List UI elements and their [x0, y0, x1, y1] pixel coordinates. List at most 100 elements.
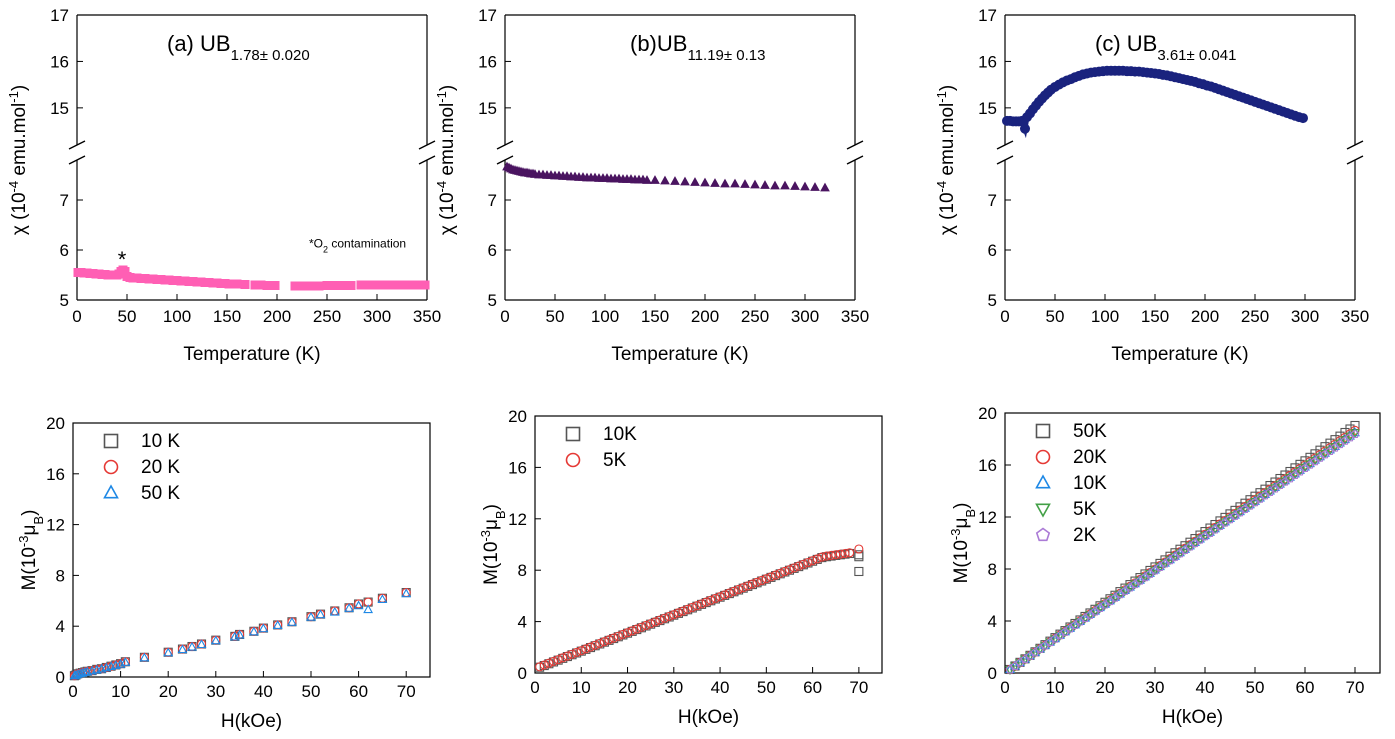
x-tick-label: 150	[213, 307, 241, 326]
data-point	[1045, 638, 1055, 648]
data-point	[1055, 631, 1065, 641]
x-axis-label: Temperature (K)	[183, 344, 320, 365]
y-axis-label-part: M(10	[951, 540, 972, 583]
y-axis-label-part: M(10	[19, 547, 40, 590]
data-point	[775, 568, 785, 578]
panel-a_chi: 0 50 100 150 200 250 300 350 5 6 7 15 16 17 Temperatur…	[6, 6, 442, 365]
data-point	[780, 566, 790, 577]
data-point	[585, 642, 596, 652]
y-axis-label-part: χ (10	[937, 192, 958, 235]
panel-a_M: 0 10 20 30 40 50 60 70 0 4 8 12 16 20 H(kOe) M(10-3μB) 1…	[16, 414, 431, 732]
data-point	[544, 658, 554, 668]
data-point	[650, 617, 660, 627]
data-point	[1305, 460, 1315, 469]
data-point	[710, 178, 720, 187]
data-point	[354, 599, 364, 609]
data-point	[715, 592, 725, 602]
data-point	[670, 176, 680, 185]
axis-break-mark	[996, 140, 1014, 150]
data-point	[567, 649, 577, 659]
data-series-4	[1005, 429, 1360, 674]
data-point	[650, 175, 660, 184]
legend: 50K 20K 10K 5K 2K	[1035, 421, 1107, 546]
data-point	[539, 660, 549, 670]
data-point	[622, 628, 633, 638]
axis-break-mark	[68, 155, 86, 165]
legend-marker	[1035, 449, 1051, 465]
chart-title-sub: 11.19± 0.13	[687, 47, 765, 64]
data-point	[1115, 590, 1125, 600]
data-point	[1015, 659, 1025, 669]
x-tick-label: 300	[791, 307, 819, 326]
x-tick-label: 0	[68, 682, 77, 701]
data-point	[287, 616, 297, 626]
data-point	[163, 647, 174, 657]
y-tick-label: 20	[978, 404, 997, 423]
panel-c_chi: 0 50 100 150 200 250 300 350 5 6 7 15 16 17 Temperatur…	[934, 6, 1370, 365]
x-tick-label: 150	[1141, 307, 1169, 326]
data-point	[1320, 449, 1330, 459]
data-point	[826, 550, 836, 560]
y-tick-label: 16	[46, 465, 65, 484]
y-axis-label-part: μ	[951, 518, 972, 529]
x-tick-label: 50	[546, 307, 565, 326]
y-axis-label-part: emu.mol	[937, 103, 958, 181]
data-point	[1185, 542, 1195, 551]
data-point	[1195, 535, 1205, 544]
data-point	[224, 279, 234, 289]
x-tick-label: 300	[363, 307, 391, 326]
annotation-note-part: contamination	[328, 237, 406, 251]
data-point	[562, 651, 572, 661]
data-point	[380, 280, 390, 290]
data-point	[794, 561, 804, 571]
data-point	[1080, 614, 1090, 624]
y-axis-label-part: -4	[934, 181, 949, 193]
data-point	[812, 554, 822, 564]
data-series	[73, 265, 430, 291]
data-point	[599, 637, 609, 647]
x-tick-label: 250	[313, 307, 341, 326]
data-point	[821, 551, 832, 561]
legend-label: 10K	[1073, 473, 1107, 494]
x-tick-label: 70	[849, 678, 868, 697]
data-point	[1085, 611, 1095, 621]
data-point	[803, 557, 813, 568]
data-point	[1130, 579, 1140, 589]
plot-frame	[1004, 412, 1381, 674]
data-point	[234, 629, 245, 639]
data-point	[363, 604, 374, 614]
data-point	[306, 611, 316, 621]
legend-label: 10 K	[141, 431, 180, 452]
data-point	[1335, 439, 1345, 449]
data-point	[1345, 432, 1355, 442]
data-point	[1250, 497, 1260, 507]
panel-b_M: 0 10 20 30 40 50 60 70 0 4 8 12 16 20 H(kOe) M(10-3μB) 1…	[478, 407, 883, 728]
data-point	[576, 646, 586, 656]
data-point	[1350, 429, 1360, 438]
y-axis-label-part: emu.mol	[9, 103, 30, 181]
data-point	[1010, 661, 1020, 671]
legend-label: 5K	[1073, 499, 1097, 520]
x-tick-label: 40	[1196, 678, 1215, 697]
chart-title-sub: 3.61± 0.041	[1157, 47, 1236, 64]
data-point	[1065, 624, 1075, 633]
data-point	[329, 606, 340, 616]
data-point	[548, 656, 559, 666]
y-axis-label-part: B	[963, 509, 978, 518]
y-axis-label-part: B	[31, 516, 46, 525]
data-point	[590, 640, 600, 650]
legend-marker	[103, 433, 119, 449]
data-point	[1215, 521, 1225, 531]
y-axis-label-part: )	[481, 504, 502, 510]
data-point	[404, 280, 414, 290]
data-point	[798, 559, 808, 569]
data-point	[1190, 538, 1200, 548]
data-point	[1125, 583, 1135, 592]
data-point	[706, 595, 716, 605]
x-tick-label: 40	[254, 682, 273, 701]
x-axis-label: Temperature (K)	[611, 344, 748, 365]
data-point	[720, 178, 730, 188]
x-tick-label: 0	[1000, 678, 1009, 697]
data-point	[388, 280, 398, 290]
